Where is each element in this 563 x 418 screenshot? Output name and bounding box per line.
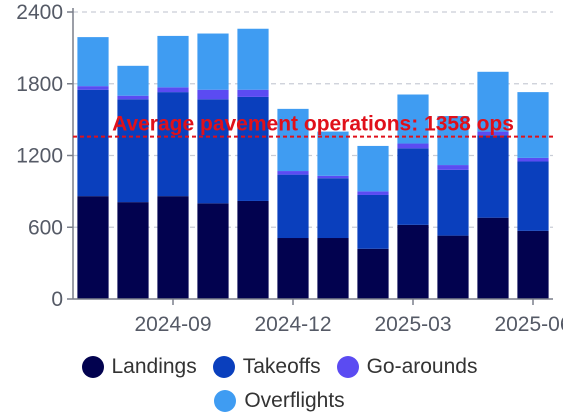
- bar-overflights-2024-09: [157, 35, 189, 88]
- legend-row: Overflights: [0, 384, 563, 418]
- legend-label: Landings: [111, 355, 197, 378]
- bar-go-arounds-2024-11: [237, 89, 269, 97]
- bar-go-arounds-2025-02: [357, 191, 389, 195]
- legend-item-overflights: Overflights: [214, 389, 345, 413]
- x-tick-labels: 2024-09 2024-12 2025-03 2025-06: [134, 313, 563, 336]
- bar-go-arounds-2025-04: [437, 165, 469, 170]
- bar-landings-2024-09: [157, 196, 189, 299]
- bar-overflights-2025-01: [317, 131, 349, 176]
- y-tick-label: 600: [28, 216, 63, 239]
- legend-label: Go-arounds: [366, 355, 478, 378]
- bar-overflights-2025-03: [397, 94, 429, 144]
- x-tick-label: 2024-09: [134, 313, 211, 336]
- bar-go-arounds-2024-10: [197, 89, 229, 100]
- bar-overflights-2025-05: [477, 71, 509, 132]
- legend-swatch: [336, 356, 359, 378]
- bar-go-arounds-2024-07: [77, 86, 109, 90]
- legend-item-landings: Landings: [81, 355, 197, 379]
- bar-takeoffs-2024-09: [157, 92, 189, 197]
- bar-overflights-2024-12: [277, 108, 309, 172]
- x-tick-label: 2025-03: [374, 313, 451, 336]
- bar-go-arounds-2024-08: [117, 95, 149, 100]
- bar-takeoffs-2024-07: [77, 89, 109, 197]
- legend-swatch: [81, 356, 104, 378]
- bar-overflights-2024-08: [117, 65, 149, 96]
- bar-go-arounds-2025-06: [517, 157, 549, 162]
- grid-lines: [73, 11, 553, 228]
- y-tick-labels: 0 600 1200 1800 2400: [16, 1, 63, 311]
- y-tick-label: 0: [51, 288, 63, 311]
- bar-takeoffs-2024-12: [277, 174, 309, 239]
- bar-takeoffs-2025-03: [397, 148, 429, 225]
- bar-landings-2024-10: [197, 203, 229, 299]
- bar-go-arounds-2024-09: [157, 87, 189, 93]
- bar-landings-2025-06: [517, 230, 549, 299]
- bars: [77, 28, 549, 299]
- bar-landings-2024-11: [237, 200, 269, 299]
- bar-go-arounds-2025-03: [397, 143, 429, 149]
- bar-takeoffs-2025-06: [517, 161, 549, 231]
- bar-overflights-2024-10: [197, 33, 229, 90]
- bar-landings-2024-08: [117, 202, 149, 299]
- average-reference-label: Average pavement operations: 1358 ops: [112, 113, 514, 136]
- legend-item-takeoffs: Takeoffs: [212, 355, 321, 379]
- bar-go-arounds-2025-05: [477, 131, 509, 136]
- bar-takeoffs-2024-11: [237, 96, 269, 201]
- bar-overflights-2025-06: [517, 92, 549, 158]
- bar-takeoffs-2025-04: [437, 169, 469, 236]
- bar-takeoffs-2025-05: [477, 135, 509, 218]
- bar-takeoffs-2025-02: [357, 194, 389, 249]
- legend-item-go-arounds: Go-arounds: [336, 355, 478, 379]
- legend-label: Overflights: [244, 389, 345, 412]
- y-tick-label: 2400: [16, 1, 63, 24]
- bar-overflights-2024-11: [237, 28, 269, 90]
- bar-takeoffs-2024-08: [117, 99, 149, 203]
- bar-landings-2025-05: [477, 217, 509, 299]
- x-tick-label: 2024-12: [254, 313, 331, 336]
- bar-go-arounds-2024-12: [277, 171, 309, 175]
- bar-go-arounds-2025-01: [317, 175, 349, 179]
- bar-takeoffs-2024-10: [197, 99, 229, 204]
- axes: [67, 8, 553, 305]
- reference-line-group: Average pavement operations: 1358 ops: [73, 113, 553, 138]
- y-tick-label: 1800: [16, 73, 63, 96]
- bar-landings-2024-12: [277, 238, 309, 299]
- bar-landings-2025-02: [357, 248, 389, 299]
- bar-landings-2024-07: [77, 196, 109, 299]
- y-tick-label: 1200: [16, 145, 63, 168]
- legend: Landings Takeoffs Go-arounds Overflights: [0, 350, 563, 418]
- legend-label: Takeoffs: [242, 355, 321, 378]
- legend-swatch: [212, 356, 235, 378]
- bar-overflights-2025-04: [437, 116, 469, 166]
- bar-takeoffs-2025-01: [317, 178, 349, 239]
- bar-landings-2025-03: [397, 224, 429, 299]
- bar-overflights-2025-02: [357, 145, 389, 192]
- bar-overflights-2024-07: [77, 37, 109, 87]
- bar-landings-2025-04: [437, 235, 469, 299]
- bar-landings-2025-01: [317, 238, 349, 299]
- legend-swatch: [214, 390, 237, 412]
- legend-row: Landings Takeoffs Go-arounds: [0, 350, 563, 384]
- x-tick-label: 2025-06: [494, 313, 563, 336]
